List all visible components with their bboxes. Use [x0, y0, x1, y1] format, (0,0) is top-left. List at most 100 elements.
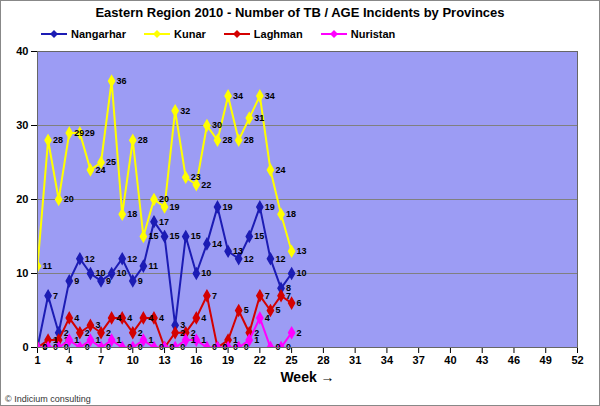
svg-text:11: 11 — [148, 261, 158, 271]
svg-text:31: 31 — [254, 113, 264, 123]
svg-text:36: 36 — [117, 76, 127, 86]
svg-text:1: 1 — [191, 335, 196, 345]
html-text:Kunar: Kunar — [174, 28, 206, 40]
svg-text:24: 24 — [275, 165, 285, 175]
svg-text:43: 43 — [476, 354, 488, 366]
svg-text:3: 3 — [95, 320, 100, 330]
svg-text:3: 3 — [180, 320, 186, 331]
svg-text:34: 34 — [233, 91, 243, 101]
svg-text:16: 16 — [190, 354, 202, 366]
svg-text:10: 10 — [297, 268, 307, 278]
svg-text:7: 7 — [286, 291, 291, 301]
svg-text:12: 12 — [275, 254, 285, 264]
svg-text:0: 0 — [22, 341, 28, 353]
svg-text:11: 11 — [43, 261, 53, 271]
svg-text:20: 20 — [159, 194, 169, 204]
svg-text:4: 4 — [74, 313, 79, 323]
svg-text:9: 9 — [74, 276, 79, 286]
svg-text:7: 7 — [212, 291, 217, 301]
html-text:Eastern Region 2010 - Number o: Eastern Region 2010 - Number of TB / AGE… — [95, 5, 505, 20]
svg-text:31: 31 — [349, 354, 361, 366]
svg-text:19: 19 — [265, 202, 275, 212]
svg-text:12: 12 — [244, 254, 254, 264]
svg-text:28: 28 — [223, 135, 233, 145]
svg-text:4: 4 — [265, 313, 270, 323]
svg-text:0: 0 — [42, 342, 48, 353]
svg-text:6: 6 — [297, 298, 302, 308]
svg-text:30: 30 — [16, 119, 28, 131]
svg-text:13: 13 — [158, 354, 170, 366]
svg-text:29: 29 — [85, 128, 95, 138]
svg-text:12: 12 — [85, 254, 95, 264]
svg-text:13: 13 — [233, 246, 243, 256]
svg-text:1: 1 — [148, 335, 153, 345]
svg-text:5: 5 — [244, 305, 249, 315]
svg-text:4: 4 — [159, 313, 164, 323]
svg-text:Week →: Week → — [280, 369, 334, 385]
svg-text:15: 15 — [148, 231, 158, 241]
svg-text:7: 7 — [53, 291, 58, 301]
svg-text:49: 49 — [540, 354, 552, 366]
svg-text:7: 7 — [265, 291, 270, 301]
svg-text:29: 29 — [74, 128, 84, 138]
html-text:Laghman: Laghman — [253, 28, 303, 40]
svg-text:32: 32 — [180, 106, 190, 116]
svg-text:12: 12 — [127, 254, 137, 264]
svg-text:40: 40 — [16, 45, 28, 57]
svg-text:30: 30 — [212, 120, 222, 130]
svg-text:22: 22 — [254, 354, 266, 366]
svg-text:5: 5 — [275, 305, 280, 315]
svg-text:28: 28 — [138, 135, 148, 145]
svg-text:14: 14 — [212, 239, 222, 249]
svg-text:4: 4 — [201, 313, 206, 323]
svg-text:9: 9 — [106, 276, 111, 286]
html-text:Nuristan: Nuristan — [350, 28, 396, 40]
svg-text:19: 19 — [170, 202, 180, 212]
svg-text:10: 10 — [95, 268, 105, 278]
svg-text:4: 4 — [148, 313, 153, 323]
svg-text:24: 24 — [95, 165, 105, 175]
svg-text:34: 34 — [265, 91, 275, 101]
svg-text:19: 19 — [223, 202, 233, 212]
svg-text:18: 18 — [286, 209, 296, 219]
svg-text:22: 22 — [201, 180, 211, 190]
svg-text:1: 1 — [95, 335, 100, 345]
html-text:© Indicium consulting: © Indicium consulting — [5, 394, 91, 404]
svg-text:4: 4 — [117, 313, 122, 323]
svg-text:25: 25 — [285, 354, 297, 366]
svg-text:10: 10 — [127, 354, 139, 366]
svg-text:19: 19 — [222, 354, 234, 366]
svg-text:1: 1 — [74, 335, 79, 345]
svg-text:13: 13 — [297, 246, 307, 256]
svg-text:1: 1 — [254, 335, 259, 345]
svg-text:37: 37 — [413, 354, 425, 366]
svg-text:7: 7 — [98, 354, 104, 366]
svg-text:2: 2 — [297, 328, 302, 338]
svg-text:1: 1 — [117, 335, 122, 345]
svg-text:18: 18 — [127, 209, 137, 219]
svg-text:20: 20 — [16, 193, 28, 205]
svg-text:25: 25 — [106, 157, 116, 167]
svg-text:15: 15 — [254, 231, 264, 241]
svg-text:28: 28 — [317, 354, 329, 366]
svg-text:10: 10 — [117, 268, 127, 278]
svg-text:28: 28 — [53, 135, 63, 145]
svg-text:10: 10 — [201, 268, 211, 278]
svg-text:10: 10 — [16, 267, 28, 279]
svg-text:15: 15 — [170, 231, 180, 241]
svg-text:1: 1 — [34, 354, 40, 366]
svg-text:28: 28 — [244, 135, 254, 145]
svg-text:1: 1 — [201, 335, 206, 345]
svg-text:4: 4 — [127, 313, 132, 323]
html-text:Nangarhar: Nangarhar — [71, 28, 126, 40]
svg-text:17: 17 — [159, 217, 169, 227]
svg-text:20: 20 — [64, 194, 74, 204]
svg-text:34: 34 — [381, 354, 394, 366]
svg-text:52: 52 — [571, 354, 583, 366]
svg-text:23: 23 — [191, 172, 201, 182]
svg-text:40: 40 — [444, 354, 456, 366]
svg-text:9: 9 — [138, 276, 143, 286]
svg-text:46: 46 — [508, 354, 520, 366]
svg-text:4: 4 — [66, 354, 73, 366]
svg-text:15: 15 — [191, 231, 201, 241]
